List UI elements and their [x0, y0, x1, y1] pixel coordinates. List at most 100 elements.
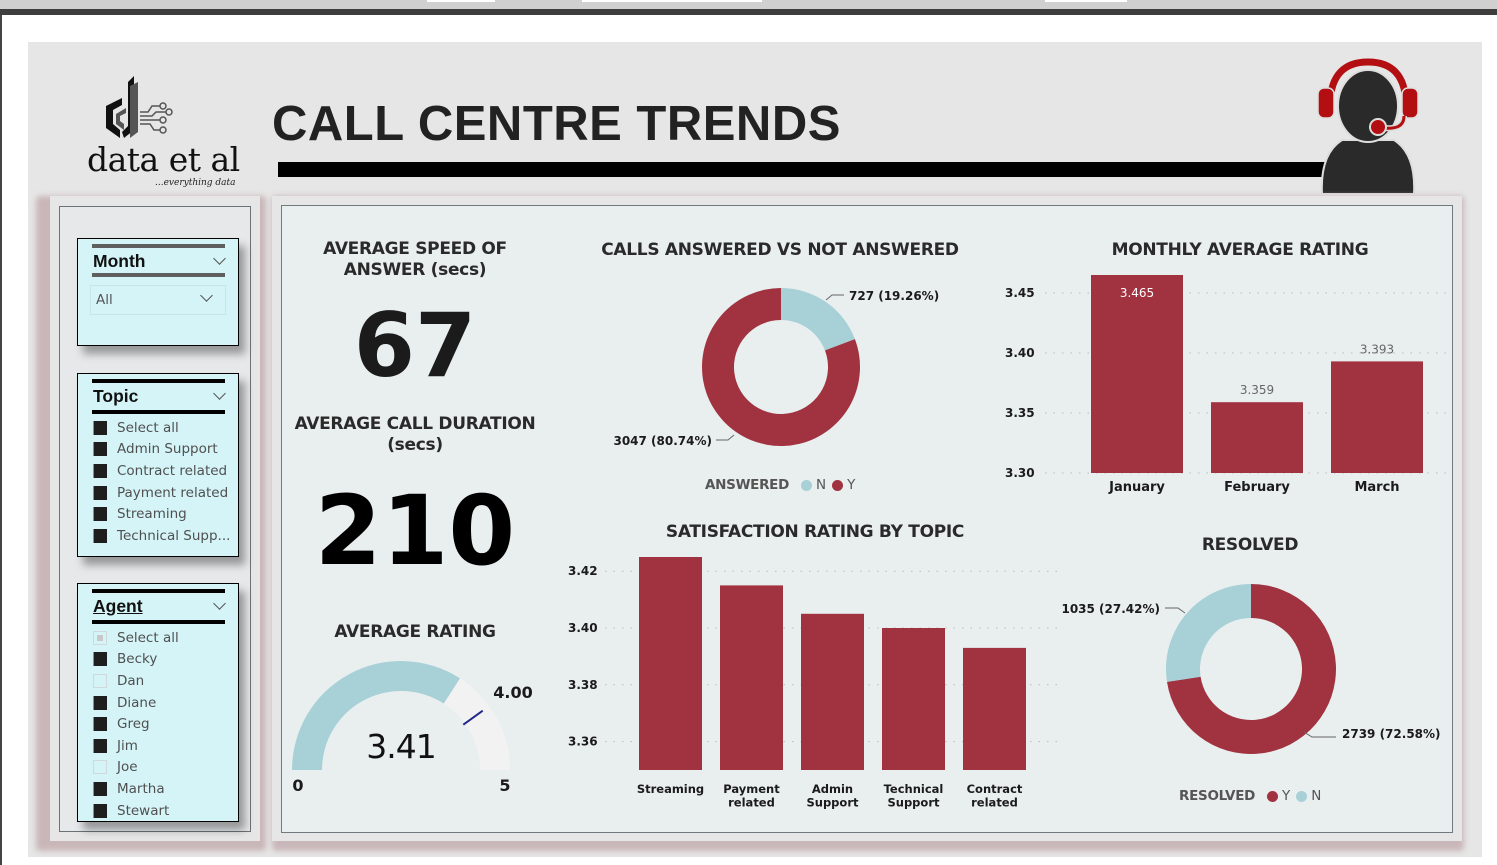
legend-title: ANSWERED — [705, 477, 790, 493]
speed-of-answer-title: AVERAGE SPEED OF ANSWER (secs) — [323, 239, 507, 280]
checkbox[interactable] — [93, 420, 107, 435]
bar[interactable] — [1091, 275, 1183, 473]
agent-item[interactable]: Becky — [93, 649, 179, 671]
page-title: CALL CENTRE TRENDS — [272, 97, 841, 151]
topic-item[interactable]: Payment related — [93, 482, 230, 504]
gauge-value-arc — [292, 661, 460, 770]
logo-tagline: ...everything data — [155, 178, 236, 188]
agent-slicer-list: Select all Becky Dan Diane Greg Jim Joe Martha S… — [93, 627, 179, 821]
bar[interactable] — [720, 585, 783, 770]
bar[interactable] — [639, 557, 702, 770]
data-label: 1035 (27.42%) — [1061, 602, 1160, 616]
checkbox[interactable] — [93, 781, 107, 796]
topic-item-label: Admin Support — [117, 441, 218, 458]
bar[interactable] — [1331, 361, 1423, 473]
y-tick-label: 3.38 — [568, 678, 598, 692]
answered-chart-title: CALLS ANSWERED VS NOT ANSWERED — [601, 240, 959, 260]
x-category-label: Contract — [967, 782, 1023, 796]
checkbox[interactable] — [93, 738, 107, 753]
month-slicer-title: Month — [93, 251, 146, 271]
call-duration-title: AVERAGE CALL DURATION (secs) — [294, 414, 536, 455]
topic-item[interactable]: Streaming — [93, 503, 230, 525]
legend-label-y[interactable]: Y — [1282, 788, 1291, 804]
chevron-down-icon[interactable] — [200, 289, 213, 302]
data-label-leader — [825, 294, 844, 301]
agent-item-label: Becky — [117, 651, 158, 668]
agent-item[interactable]: Greg — [93, 713, 179, 735]
window-top-bar — [0, 0, 1497, 9]
donut-slice-y[interactable] — [1166, 584, 1336, 754]
donut-slice-y[interactable] — [702, 288, 860, 446]
topic-item[interactable]: Select all — [93, 417, 230, 439]
checkbox[interactable] — [93, 630, 107, 645]
agent-item[interactable]: Select all — [93, 627, 179, 649]
legend-dot-n — [1296, 790, 1308, 802]
window-tab[interactable] — [582, 0, 762, 2]
window-toolbar-strip — [0, 9, 1497, 15]
bar[interactable] — [801, 613, 864, 770]
month-slicer: Month All — [77, 238, 239, 346]
checkbox[interactable] — [93, 485, 107, 500]
legend-dot-y — [1267, 790, 1279, 802]
chevron-down-icon[interactable] — [213, 387, 226, 400]
bar[interactable] — [882, 628, 945, 770]
checkbox[interactable] — [93, 673, 107, 688]
agent-item-label: Joe — [117, 759, 138, 776]
checkbox[interactable] — [93, 442, 107, 457]
checkbox[interactable] — [93, 507, 107, 522]
y-tick-label: 3.40 — [568, 621, 598, 635]
window-tab[interactable] — [1045, 0, 1127, 2]
topic-item-label: Payment related — [117, 484, 229, 501]
agent-slicer: Agent Select all Becky Dan Diane Greg Jim Joe M… — [77, 583, 239, 822]
checkbox[interactable] — [93, 803, 107, 818]
checkbox[interactable] — [93, 463, 107, 478]
checkbox[interactable] — [93, 528, 107, 543]
legend-label-n[interactable]: N — [816, 477, 827, 493]
resolved-chart-title: RESOLVED — [1201, 535, 1299, 555]
window-tab[interactable] — [427, 0, 495, 2]
legend-dot-n — [801, 479, 813, 491]
monthly-rating-bar-chart: 3.30 3.35 3.40 3.45 January 3.465 February 3.35… — [1005, 275, 1450, 495]
headset-agent-icon — [1317, 58, 1419, 194]
data-label-leader — [1165, 607, 1186, 614]
data-et-al-logo-icon — [106, 76, 173, 138]
month-dropdown[interactable]: All — [90, 285, 226, 315]
checkbox[interactable] — [93, 760, 107, 775]
data-label: 727 (19.26%) — [849, 289, 939, 303]
topic-slicer: Topic Select all Admin Support Contract re… — [77, 373, 239, 557]
agent-item[interactable]: Martha — [93, 778, 179, 800]
x-category-label: related — [728, 796, 775, 810]
chevron-down-icon[interactable] — [213, 252, 226, 265]
agent-item-label: Greg — [117, 716, 150, 733]
legend-label-y[interactable]: Y — [847, 477, 856, 493]
agent-item[interactable]: Diane — [93, 692, 179, 714]
topic-slicer-list: Select all Admin Support Contract related P… — [93, 417, 230, 547]
x-category-label: Support — [806, 796, 859, 810]
agent-item[interactable]: Joe — [93, 757, 179, 779]
donut-slice-n[interactable] — [1166, 584, 1251, 682]
donut-slice-n[interactable] — [781, 288, 855, 351]
checkbox[interactable] — [93, 652, 107, 667]
bar[interactable] — [963, 647, 1026, 770]
topic-item[interactable]: Admin Support — [93, 439, 230, 461]
checkbox[interactable] — [93, 695, 107, 710]
agent-item[interactable]: Stewart — [93, 800, 179, 822]
resolved-legend: RESOLVED Y N — [1179, 788, 1321, 804]
topic-item[interactable]: Technical Supp... — [93, 525, 230, 547]
legend-label-n[interactable]: N — [1311, 788, 1322, 804]
chevron-down-icon[interactable] — [213, 597, 226, 610]
checkbox[interactable] — [93, 717, 107, 732]
speed-of-answer-value: 67 — [353, 294, 477, 397]
agent-item[interactable]: Dan — [93, 670, 179, 692]
topic-item[interactable]: Contract related — [93, 460, 230, 482]
gauge-target-label: 4.00 — [493, 683, 532, 702]
x-category-label: related — [971, 796, 1018, 810]
agent-item[interactable]: Jim — [93, 735, 179, 757]
topic-item-label: Streaming — [117, 506, 187, 523]
logo-text: data et al — [87, 140, 240, 179]
resolved-donut-chart: 2739 (72.58%) 1035 (27.42%) — [1061, 584, 1441, 754]
average-rating-title: AVERAGE RATING — [334, 622, 496, 642]
bar[interactable] — [1211, 402, 1303, 473]
x-category-label: Support — [887, 796, 940, 810]
answered-legend: ANSWERED N Y — [705, 477, 855, 493]
